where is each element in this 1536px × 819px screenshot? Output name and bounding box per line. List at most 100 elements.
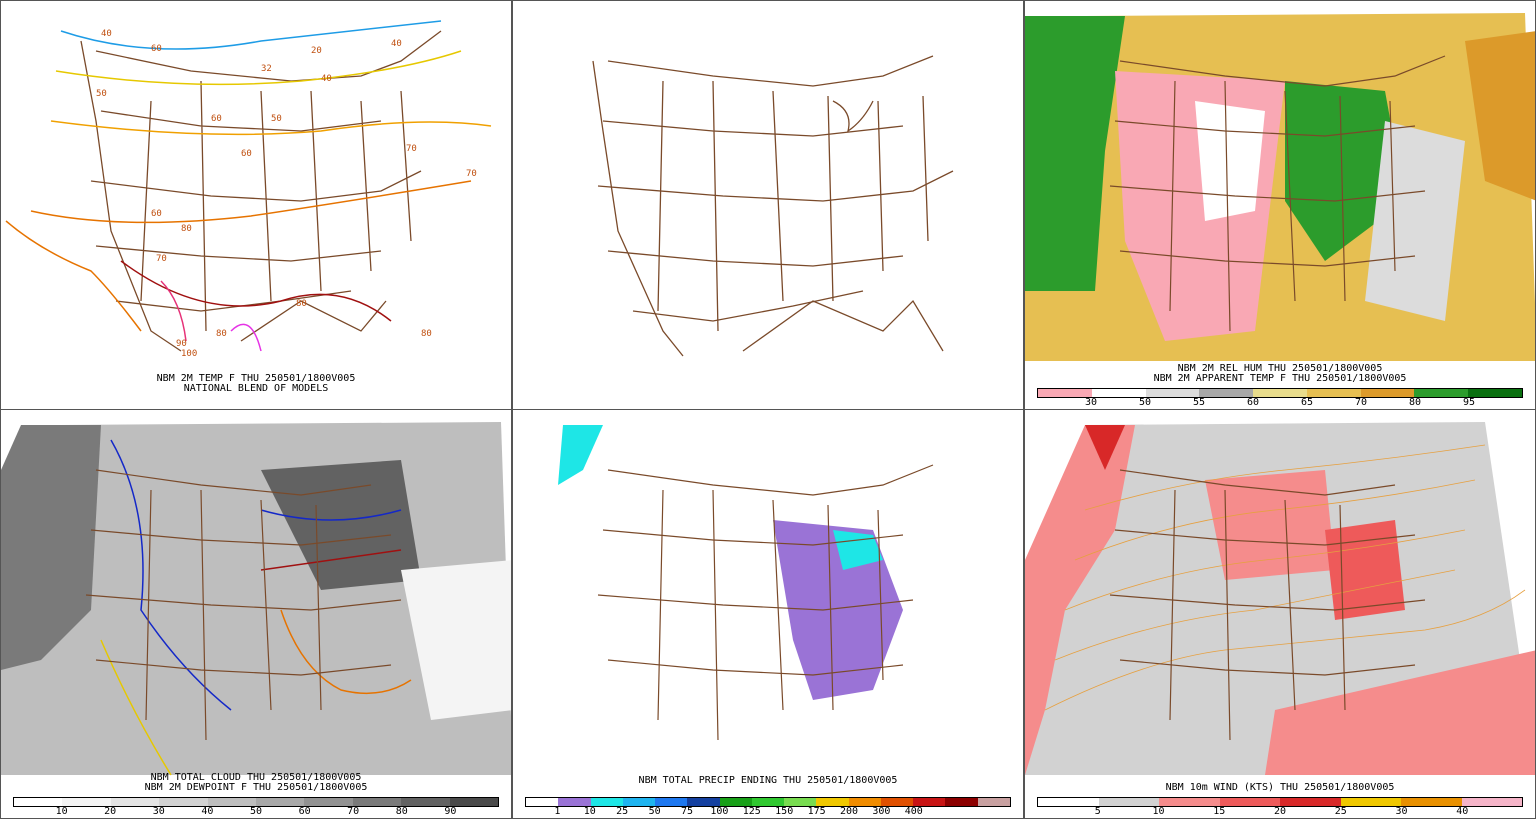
cloud-dark-west — [1, 425, 101, 670]
precip-caption-1: NBM TOTAL PRECIP ENDING THU 250501/1800V… — [638, 775, 898, 786]
temp-contour-labels: 40 60 50 32 20 40 40 60 50 60 70 60 80 7… — [96, 29, 477, 359]
cloud-caption-2: NBM 2M DEWPOINT F THU 250501/1800V005 — [144, 782, 368, 793]
precip-map — [558, 425, 934, 741]
colorbar-tick-label: 50 — [648, 806, 661, 817]
wind-east — [1325, 520, 1405, 620]
colorbar-swatch — [449, 798, 499, 806]
colorbar-swatch — [622, 798, 656, 806]
colorbar-swatch — [1038, 798, 1099, 806]
colorbar-tick-label: 55 — [1192, 397, 1206, 408]
colorbar-tick-label: 75 — [680, 806, 694, 817]
colorbar-tick-label: 10 — [55, 806, 68, 817]
rh-colorbar-swatches — [1037, 388, 1523, 398]
colorbar-swatch — [913, 798, 946, 806]
contour-label: 70 — [466, 169, 477, 179]
panel-precip: NBM TOTAL PRECIP ENDING THU 250501/1800V… — [512, 409, 1024, 819]
contour-label: 40 — [101, 29, 112, 39]
colorbar-swatch — [62, 798, 111, 806]
panel-base-map — [512, 0, 1024, 410]
precip-colorbar-swatches — [525, 797, 1011, 807]
colorbar-swatch — [14, 798, 63, 806]
colorbar-swatch — [1360, 389, 1415, 397]
contour-label: 50 — [271, 114, 282, 124]
colorbar-tick-label: 175 — [807, 806, 826, 817]
colorbar-swatch — [590, 798, 623, 806]
colorbar-swatch — [526, 798, 559, 806]
cloud-caption-1: NBM TOTAL CLOUD THU 250501/1800V005 — [150, 772, 362, 783]
temp-caption-2: NATIONAL BLEND OF MODELS — [183, 383, 329, 394]
rh-gray-region — [1365, 121, 1465, 321]
panel-rh: NBM 2M REL HUM THU 250501/1800V005 NBM 2… — [1024, 0, 1536, 410]
state-borders — [597, 464, 934, 741]
rh-orange-region — [1465, 31, 1535, 201]
colorbar-swatch — [816, 798, 849, 806]
temp-contours — [5, 20, 492, 352]
colorbar-swatch — [1306, 389, 1361, 397]
colorbar-swatch — [655, 798, 688, 806]
colorbar-tick-label: 30 — [1084, 397, 1098, 408]
colorbar-swatch — [110, 798, 160, 806]
colorbar-swatch — [1159, 798, 1220, 806]
cloud-colorbar-ticks: 10 20 30 40 50 60 70 80 90 — [13, 807, 499, 817]
colorbar-tick-label: 70 — [347, 806, 360, 817]
colorbar-tick-label: 60 — [298, 806, 311, 817]
colorbar-tick-label: 25 — [1334, 806, 1347, 817]
colorbar-swatch — [304, 798, 353, 806]
colorbar-swatch — [401, 798, 450, 806]
cloud-colorbar: 10 20 30 40 50 60 70 80 90 — [1, 795, 511, 817]
colorbar-swatch — [352, 798, 402, 806]
contour-label: 60 — [151, 44, 162, 54]
colorbar-tick-label: 100 — [710, 806, 729, 817]
cloud-dark-north — [261, 460, 421, 590]
base-map — [592, 55, 954, 357]
colorbar-tick-label: 400 — [904, 806, 923, 817]
colorbar-swatch — [1280, 798, 1341, 806]
wind-south — [1265, 650, 1535, 775]
colorbar-swatch — [1414, 389, 1469, 397]
colorbar-tick-label: 95 — [1462, 397, 1476, 408]
colorbar-tick-label: 5 — [1094, 806, 1101, 817]
precip-central — [773, 520, 903, 700]
wind-central — [1205, 470, 1335, 580]
colorbar-tick-label: 80 — [395, 806, 408, 817]
wind-map — [1025, 422, 1535, 775]
wind-colorbar-swatches — [1037, 797, 1523, 807]
panel-cloud: NBM TOTAL CLOUD THU 250501/1800V005 NBM … — [0, 409, 512, 819]
contour-label: 80 — [296, 299, 307, 309]
state-borders — [85, 469, 402, 741]
cloud-light-east — [401, 560, 511, 720]
rh-caption-1: NBM 2M REL HUM THU 250501/1800V005 — [1177, 363, 1383, 374]
rh-colorbar-ticks: 30 50 55 60 65 70 80 95 — [1037, 398, 1523, 408]
contour-label: 70 — [406, 144, 417, 154]
contour-label: 100 — [181, 349, 197, 359]
colorbar-tick-label: 1 — [554, 806, 561, 817]
colorbar-swatch — [1199, 389, 1254, 397]
panel-temp: 40 60 50 32 20 40 40 60 50 60 70 60 80 7… — [0, 0, 512, 410]
colorbar-swatch — [945, 798, 978, 806]
colorbar-tick-label: 70 — [1354, 397, 1368, 408]
colorbar-swatch — [1098, 798, 1159, 806]
colorbar-swatch — [848, 798, 881, 806]
colorbar-tick-label: 65 — [1300, 397, 1314, 408]
colorbar-swatch — [558, 798, 591, 806]
colorbar-tick-label: 80 — [1408, 397, 1422, 408]
colorbar-swatch — [1253, 389, 1307, 397]
contour-label: 60 — [211, 114, 222, 124]
colorbar-tick-label: 30 — [152, 806, 165, 817]
colorbar-tick-label: 30 — [1395, 806, 1408, 817]
colorbar-swatch — [1038, 389, 1092, 397]
colorbar-swatch — [207, 798, 257, 806]
precip-colorbar-ticks: 1 10 25 50 75 100 125 150 175 200 300 400 — [525, 807, 1011, 817]
colorbar-tick-label: 40 — [1456, 806, 1469, 817]
cloud-map — [1, 422, 511, 776]
colorbar-swatch — [1468, 389, 1523, 397]
state-borders — [1109, 55, 1446, 332]
contour-label: 40 — [321, 74, 332, 84]
colorbar-swatch — [977, 798, 1010, 806]
contour-label: 40 — [391, 39, 402, 49]
colorbar-swatch — [687, 798, 720, 806]
colorbar-tick-label: 40 — [201, 806, 214, 817]
contour-label: 50 — [96, 89, 107, 99]
precip-core — [833, 530, 883, 570]
colorbar-swatch — [784, 798, 817, 806]
